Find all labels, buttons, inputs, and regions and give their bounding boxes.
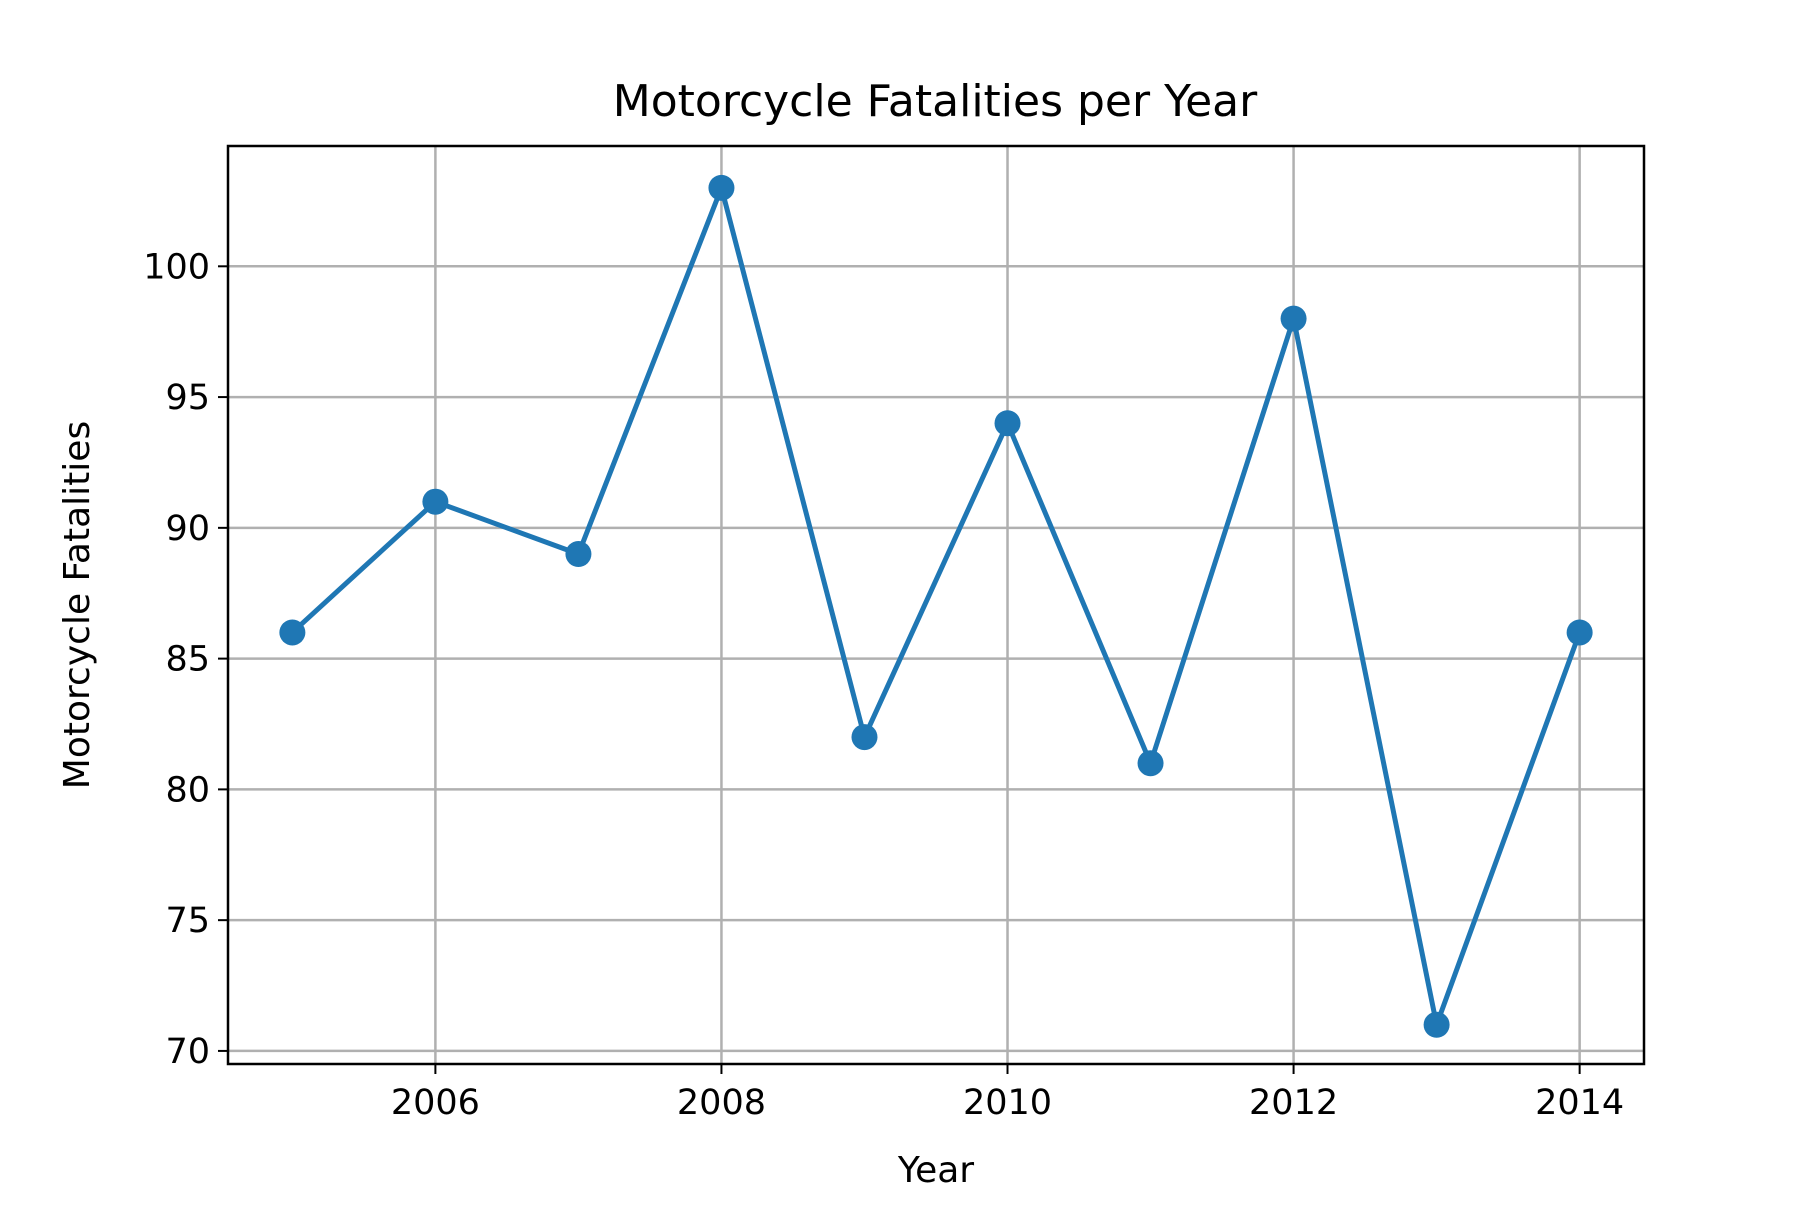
data-point-2005 — [279, 619, 306, 646]
ticks-layer: 70 75 80 85 90 95 100 2006 2008 2010 2012 2014 — [143, 247, 1624, 1123]
data-point-2007 — [565, 541, 592, 567]
data-point-2011 — [1137, 750, 1164, 777]
series-layer — [279, 174, 1593, 1038]
data-point-2006 — [422, 488, 449, 515]
y-tick-label: 75 — [165, 901, 210, 941]
y-tick-label: 100 — [143, 247, 210, 287]
y-tick-label: 90 — [165, 509, 210, 549]
series-line — [290, 179, 1582, 1034]
x-tick-label: 2008 — [677, 1083, 766, 1123]
x-tick-label: 2014 — [1535, 1083, 1624, 1123]
x-tick-label: 2012 — [1249, 1083, 1338, 1123]
data-point-2013 — [1423, 1011, 1450, 1038]
data-point-2014 — [1566, 619, 1593, 646]
x-tick-label: 2006 — [391, 1083, 480, 1123]
chart-title: Motorcycle Fatalities per Year — [613, 76, 1258, 127]
y-tick-label: 70 — [165, 1032, 210, 1072]
y-tick-label: 95 — [165, 378, 210, 418]
data-point-2008 — [708, 174, 735, 201]
x-axis-label: Year — [897, 1150, 974, 1191]
x-tick-label: 2010 — [963, 1083, 1052, 1123]
data-point-2010 — [994, 410, 1021, 437]
y-axis-label: Motorcycle Fatalities — [57, 421, 98, 789]
grid-layer — [228, 146, 1644, 1064]
data-point-2012 — [1280, 305, 1307, 332]
plot-frame — [226, 144, 1646, 1066]
y-tick-label: 85 — [165, 640, 210, 680]
y-tick-label: 80 — [165, 770, 210, 810]
data-point-2009 — [851, 724, 878, 751]
